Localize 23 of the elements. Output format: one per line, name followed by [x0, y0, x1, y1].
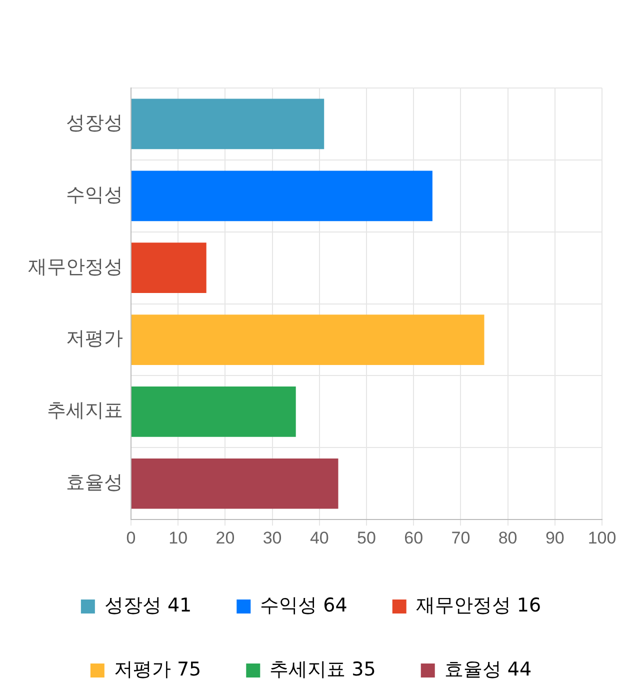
- y-tick-label: 효율성: [66, 472, 123, 494]
- x-tick-label: 60: [404, 528, 424, 548]
- legend-label: 추세지표 35: [270, 658, 376, 680]
- x-tick-label: 0: [126, 528, 136, 548]
- y-tick-label: 성장성: [66, 112, 123, 134]
- legend-label: 성장성 41: [104, 594, 192, 616]
- legend-label: 수익성 64: [260, 594, 348, 616]
- x-tick-label: 40: [310, 528, 329, 548]
- x-tick-label: 90: [545, 528, 564, 548]
- y-tick-label: 저평가: [66, 328, 123, 350]
- x-tick-label: 50: [357, 528, 376, 548]
- legend-label: 재무안정성 16: [416, 594, 542, 616]
- y-tick-label: 재무안정성: [28, 256, 123, 278]
- x-tick-label: 10: [168, 528, 188, 548]
- y-tick-label: 수익성: [66, 184, 123, 206]
- x-tick-label: 30: [262, 528, 282, 548]
- x-tick-label: 70: [451, 528, 470, 548]
- x-tick-label: 100: [588, 528, 616, 548]
- legend-label: 효율성 44: [444, 658, 532, 680]
- y-tick-label: 추세지표: [47, 400, 123, 422]
- legend-label: 저평가 75: [114, 658, 202, 680]
- x-tick-label: 80: [498, 528, 518, 548]
- x-tick-label: 20: [216, 528, 235, 548]
